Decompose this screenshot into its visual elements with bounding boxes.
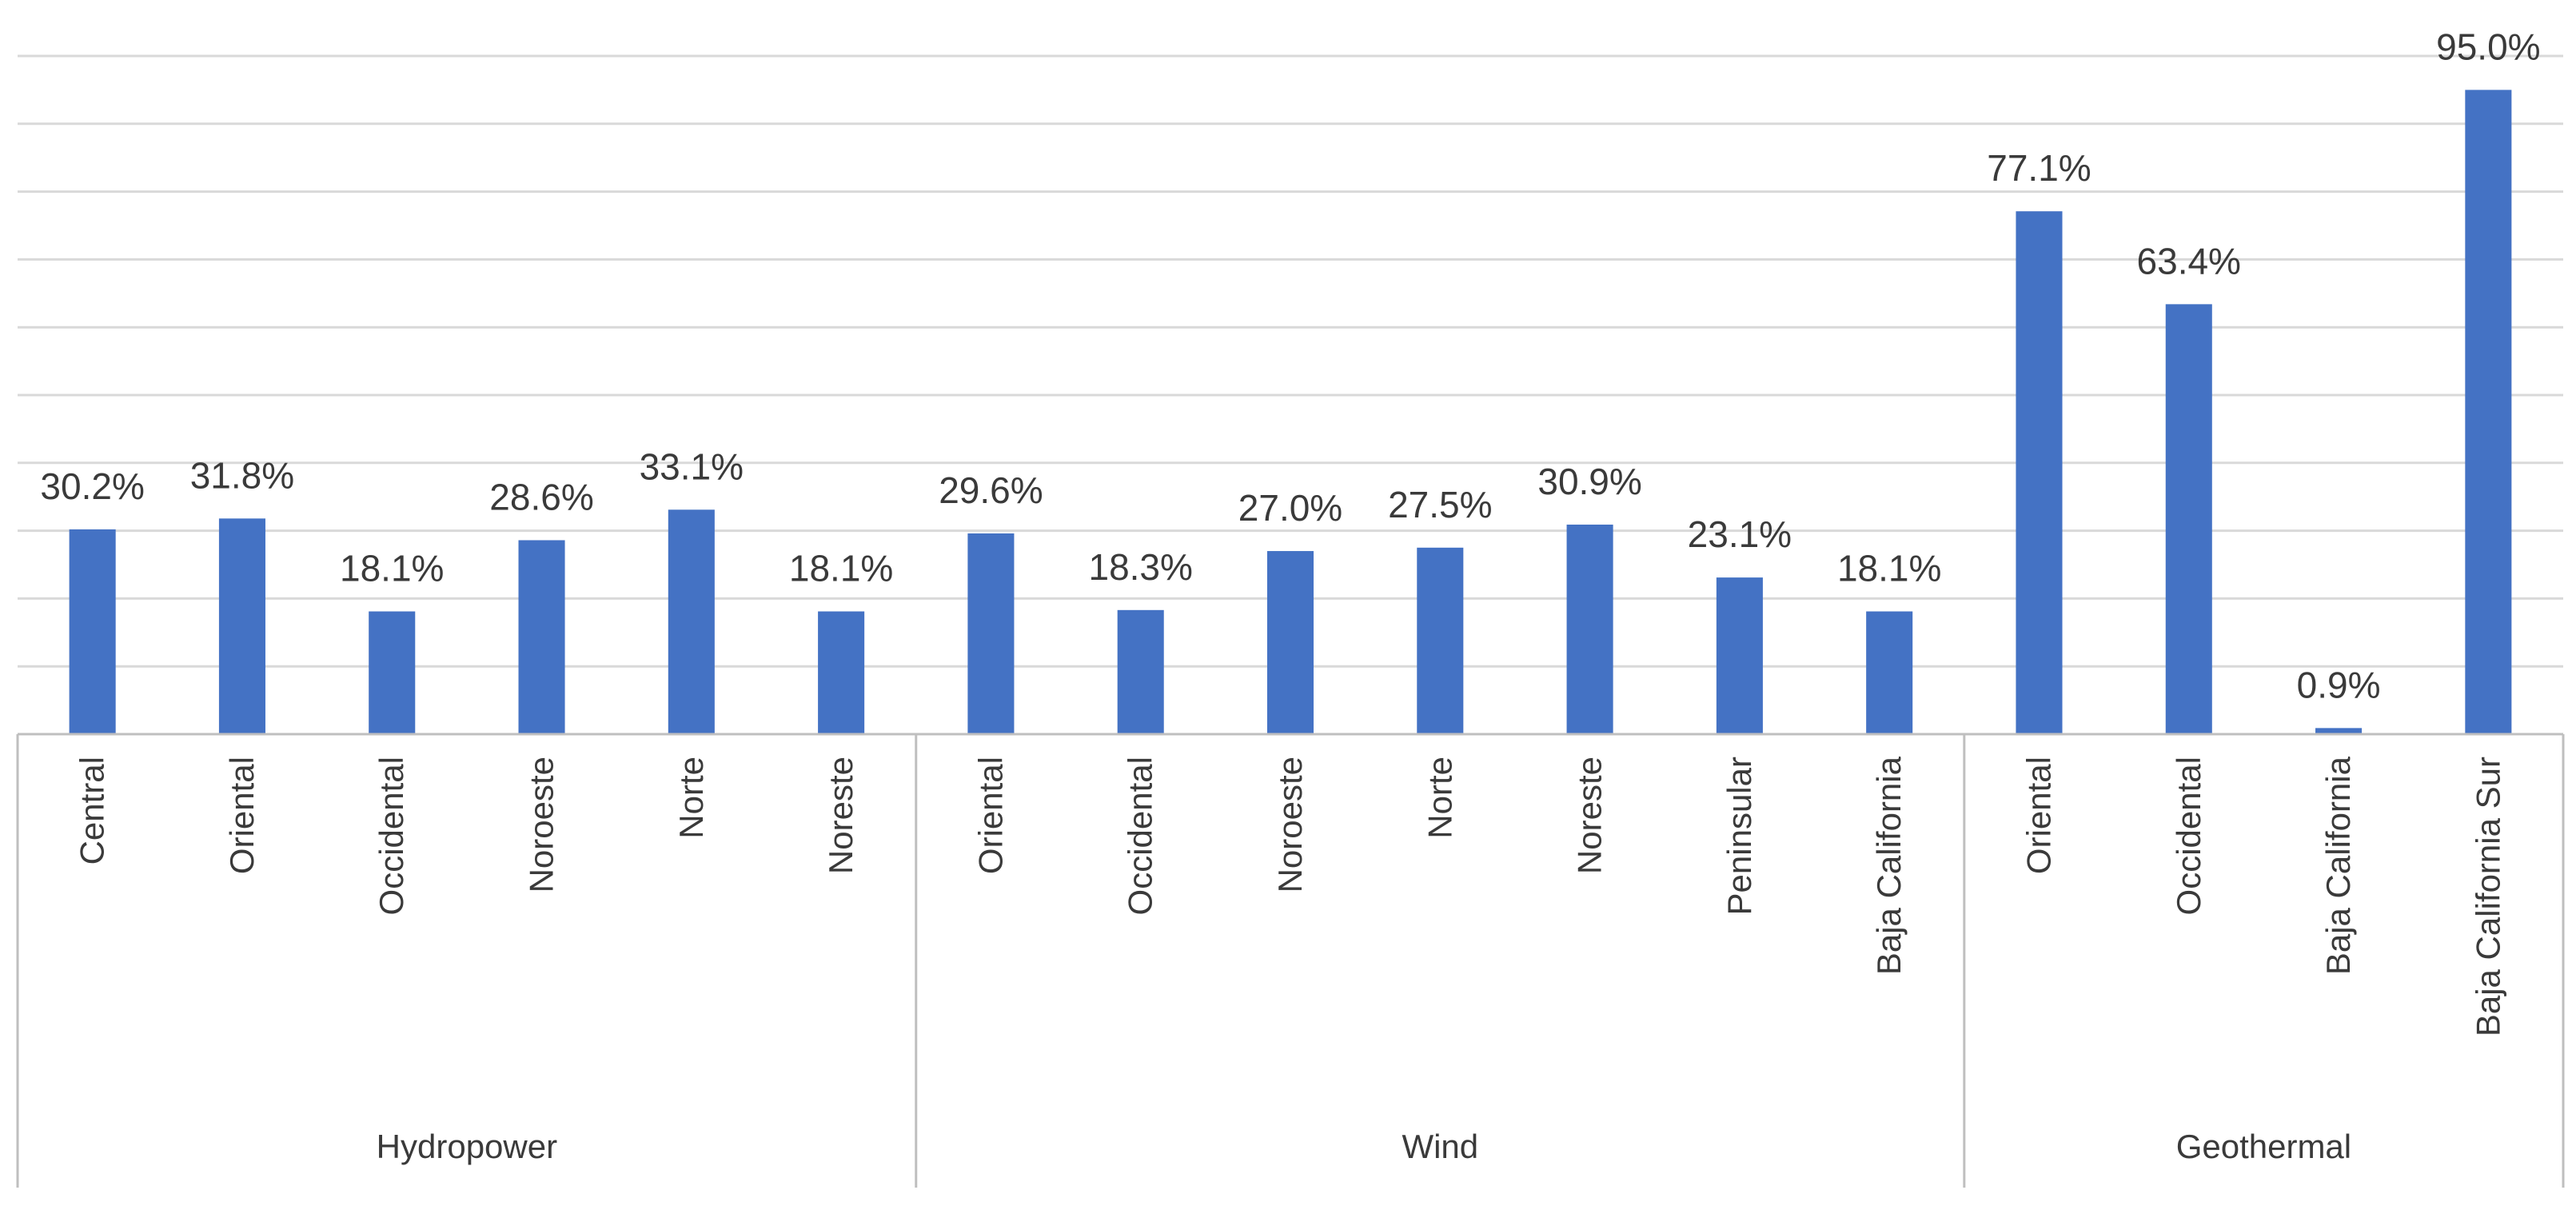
- bar: [1566, 524, 1613, 734]
- data-label: 18.1%: [1837, 548, 1941, 589]
- gridlines: [18, 54, 2563, 668]
- category-tick-label: Norte: [1421, 757, 1458, 839]
- category-tick-label: Oriental: [223, 757, 261, 874]
- data-label: 18.3%: [1088, 546, 1192, 588]
- category-tick-label: Oriental: [2020, 757, 2057, 874]
- data-label: 18.1%: [340, 548, 444, 589]
- bar: [2165, 304, 2212, 734]
- bar: [2315, 728, 2363, 734]
- group-label: Hydropower: [377, 1128, 557, 1165]
- bar: [2465, 90, 2512, 734]
- category-tick-label: Noreste: [1571, 757, 1609, 874]
- bar: [69, 529, 116, 734]
- group-label: Wind: [1402, 1128, 1478, 1165]
- data-label: 27.0%: [1238, 487, 1342, 529]
- category-tick-label: Occidental: [2170, 757, 2207, 915]
- bar: [1866, 611, 1913, 734]
- category-tick-label: Norte: [672, 757, 710, 839]
- category-tick-label: Occidental: [1122, 757, 1159, 915]
- bar: [1117, 609, 1164, 734]
- bar: [1417, 547, 1464, 734]
- data-labels: 30.2% 31.8% 18.1% 28.6% 33.1% 18.1% 29.6% 18.3%…: [40, 26, 2540, 705]
- category-tick-label: Occidental: [373, 757, 410, 915]
- bar: [369, 611, 416, 734]
- category-tick-label: Peninsular: [1721, 757, 1758, 915]
- data-label: 23.1%: [1688, 513, 1792, 555]
- data-label: 27.5%: [1388, 484, 1492, 525]
- category-tick-label: Baja California: [1870, 756, 1908, 975]
- bars: [69, 90, 2512, 734]
- bar: [518, 540, 565, 734]
- data-label: 18.1%: [789, 548, 893, 589]
- category-axis: Central Oriental Occidental Noroeste Norte No…: [16, 733, 2565, 1188]
- bar: [2016, 211, 2063, 734]
- category-tick-label: Noreste: [822, 757, 859, 874]
- category-tick-label: Noroeste: [523, 757, 560, 893]
- group-label: Geothermal: [2176, 1128, 2351, 1165]
- bar: [1716, 577, 1763, 734]
- category-tick-label: Noroeste: [1271, 757, 1309, 893]
- data-label: 31.8%: [190, 454, 294, 496]
- data-label: 28.6%: [489, 476, 593, 517]
- category-tick-label: Baja California Sur: [2469, 757, 2506, 1036]
- category-tick-label: Oriental: [971, 757, 1009, 874]
- data-label: 30.9%: [1537, 461, 1641, 502]
- bar: [967, 533, 1015, 734]
- data-label: 63.4%: [2137, 240, 2241, 282]
- category-tick-label: Baja California: [2319, 756, 2357, 975]
- bar: [218, 518, 265, 734]
- data-label: 30.2%: [40, 465, 144, 507]
- data-label: 33.1%: [640, 445, 744, 487]
- bar: [668, 509, 715, 734]
- data-label: 77.1%: [1987, 147, 2091, 189]
- data-label: 29.6%: [939, 469, 1043, 511]
- bar: [1266, 551, 1314, 734]
- category-tick-label: Central: [74, 757, 111, 865]
- bar: [818, 611, 865, 734]
- data-label: 95.0%: [2436, 26, 2540, 67]
- data-label: 0.9%: [2297, 664, 2381, 705]
